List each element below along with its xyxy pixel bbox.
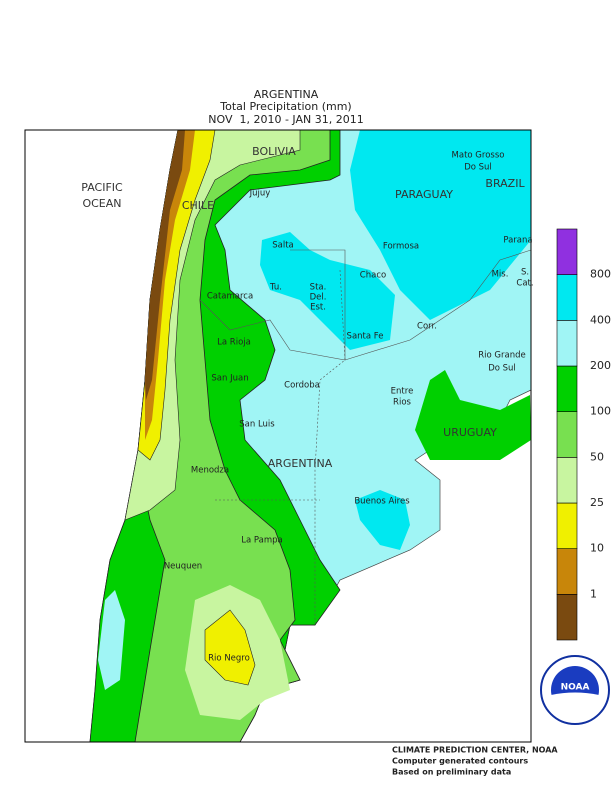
- place-label: Parana: [503, 236, 532, 246]
- legend-box: [556, 457, 578, 504]
- legend-box: [556, 274, 578, 321]
- place-label: PACIFIC: [81, 181, 123, 194]
- place-label: Salta: [272, 241, 294, 251]
- place-label: San Luis: [239, 420, 275, 430]
- place-label: Jujuy: [249, 189, 271, 199]
- map: [24, 129, 532, 743]
- place-label: URUGUAY: [443, 426, 497, 439]
- legend-label: 50: [590, 450, 604, 463]
- legend-box: [556, 365, 578, 412]
- yellow-patch: [204, 609, 256, 686]
- cyan-patch: [260, 232, 395, 350]
- place-label: Rio Grande: [478, 351, 525, 361]
- place-label: PARAGUAY: [395, 188, 453, 201]
- place-label: Menodza: [191, 466, 229, 476]
- cyan-chile-patch: [98, 590, 125, 690]
- footer-line: CLIMATE PREDICTION CENTER, NOAA: [392, 746, 558, 755]
- legend-label: 200: [590, 359, 611, 372]
- place-label: Mato Grosso: [452, 151, 505, 161]
- place-label: Entre: [391, 387, 414, 397]
- legend-box: [556, 228, 578, 275]
- title: ARGENTINA: [254, 88, 319, 101]
- legend: 1 10 25 50 100 200 400 800: [556, 228, 611, 641]
- logo-wave: [551, 692, 599, 719]
- border: [199, 249, 346, 361]
- place-label: Catamarca: [207, 292, 253, 302]
- footer-line: Based on preliminary data: [392, 768, 511, 777]
- place-labels: PACIFIC OCEAN CHILE BOLIVIA Jujuy PARAGUAY BRA…: [81, 145, 533, 664]
- noaa-logo: NOAA: [540, 655, 610, 725]
- place-label: Do Sul: [464, 163, 492, 173]
- brown-zone: [145, 130, 195, 440]
- place-label: Santa Fe: [347, 332, 384, 342]
- place-label: Sta.: [310, 283, 327, 293]
- legend-box: [556, 502, 578, 549]
- place-label: ARGENTINA: [268, 457, 333, 470]
- place-label: Del.: [310, 293, 327, 303]
- place-label: Do Sul: [488, 364, 516, 374]
- place-label: OCEAN: [82, 197, 121, 210]
- subtitle: Total Precipitation (mm): [219, 100, 351, 113]
- place-label: Rios: [393, 398, 411, 408]
- legend-box: [556, 411, 578, 458]
- place-label: Est.: [310, 303, 326, 313]
- cyan-patch: [355, 490, 410, 550]
- footer-line: Computer generated contours: [392, 757, 528, 766]
- legend-label: 100: [590, 405, 611, 418]
- place-label: BRAZIL: [485, 177, 525, 190]
- legend-box: [556, 320, 578, 367]
- legend-label: 800: [590, 268, 611, 281]
- place-label: Neuquen: [164, 562, 202, 572]
- place-label: Buenos Aires: [354, 497, 410, 507]
- cyan-zone: [350, 130, 531, 320]
- legend-box: [556, 548, 578, 595]
- map-frame: [24, 129, 532, 743]
- place-label: Cordoba: [284, 381, 320, 391]
- legend-label: 400: [590, 313, 611, 326]
- place-label: Rio Negro: [208, 654, 250, 664]
- place-label: Formosa: [383, 242, 419, 252]
- legend-label: 10: [590, 542, 604, 555]
- place-label: Tu.: [269, 283, 282, 293]
- place-label: BOLIVIA: [252, 145, 296, 158]
- place-label: Mis.: [492, 270, 509, 280]
- date-range: NOV 1, 2010 - JAN 31, 2011: [208, 113, 363, 126]
- border: [344, 249, 532, 361]
- legend-label: 25: [590, 496, 604, 509]
- green-patch: [415, 370, 531, 460]
- border: [314, 269, 346, 625]
- place-label: La Pampa: [241, 536, 282, 546]
- place-label: San Juan: [211, 374, 248, 384]
- legend-box: [556, 594, 578, 641]
- logo-text: NOAA: [561, 683, 590, 693]
- place-label: Cat.: [516, 279, 533, 289]
- place-label: S.: [521, 268, 529, 278]
- place-label: Corr.: [417, 322, 437, 332]
- place-label: La Rioja: [217, 338, 251, 348]
- place-label: Chaco: [360, 271, 386, 281]
- dark-brown-zone: [145, 130, 185, 400]
- place-label: CHILE: [182, 199, 214, 212]
- legend-label: 1: [590, 587, 597, 600]
